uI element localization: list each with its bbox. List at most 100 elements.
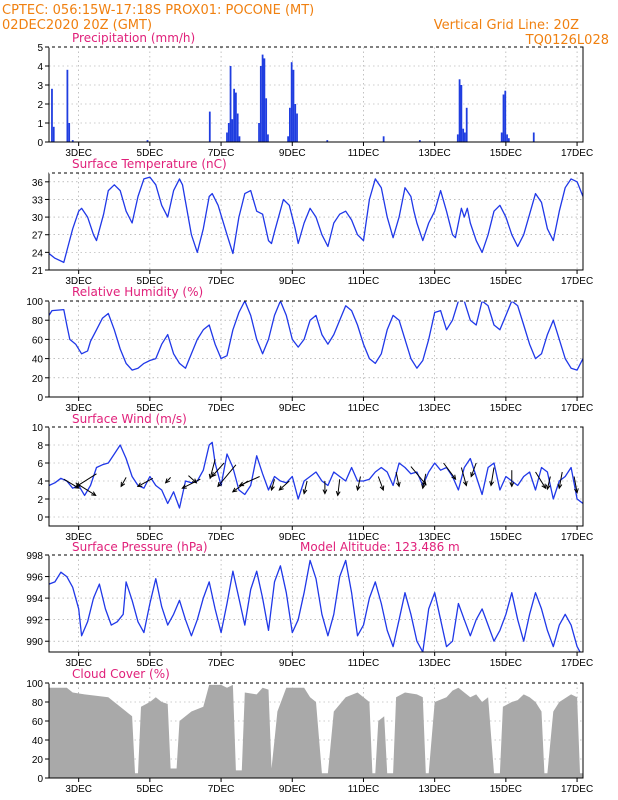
y-tick-label: 8 <box>37 441 43 452</box>
x-tick-label: 13DEC <box>419 403 451 414</box>
x-tick-label: 5DEC <box>137 276 164 287</box>
wind-arrow <box>410 466 427 486</box>
wind-arrow <box>335 479 341 497</box>
x-tick-label: 11DEC <box>348 148 380 159</box>
y-tick-label: 33 <box>32 195 44 206</box>
precip-bar <box>504 90 507 142</box>
x-tick-label: 15DEC <box>490 532 522 543</box>
wind-arrow <box>270 479 275 492</box>
precip-bar <box>294 104 297 142</box>
pressure-plot-area <box>49 559 581 652</box>
precip-bar <box>287 136 290 142</box>
precip-bar <box>456 134 459 142</box>
x-tick-label: 17DEC <box>561 532 593 543</box>
temperature-plot-area <box>49 176 583 264</box>
x-tick-label: 3DEC <box>65 784 92 795</box>
temperature-title: Surface Temperature (nC) <box>72 157 227 171</box>
y-tick-label: 0 <box>37 138 43 149</box>
x-tick-label: 15DEC <box>490 403 522 414</box>
y-tick-label: 100 <box>26 679 43 690</box>
y-tick-label: 3 <box>37 81 43 92</box>
x-tick-label: 9DEC <box>279 148 306 159</box>
precip-bar <box>235 92 237 142</box>
precip-bar <box>258 123 260 142</box>
precip-bar <box>265 98 268 142</box>
y-tick-label: 100 <box>26 297 43 308</box>
precip-bar <box>290 62 293 142</box>
precip-bar <box>208 111 211 142</box>
wind-arrow <box>535 471 547 490</box>
x-tick-label: 5DEC <box>137 532 164 543</box>
x-tick-label: 9DEC <box>279 532 306 543</box>
x-tick-label: 9DEC <box>279 276 306 287</box>
wind-arrow <box>238 476 260 487</box>
y-tick-label: 1 <box>37 119 43 130</box>
wind-arrow <box>395 471 401 488</box>
y-tick-label: 998 <box>26 551 43 562</box>
wind-arrow <box>322 481 328 495</box>
x-tick-label: 13DEC <box>419 658 451 669</box>
station-header: CPTEC: 056:15W-17:18S PROX01: POCONE (MT… <box>2 3 314 18</box>
precip-bar <box>507 138 510 142</box>
x-tick-label: 17DEC <box>561 276 593 287</box>
precip-plot-area <box>51 54 535 142</box>
x-tick-label: 9DEC <box>279 784 306 795</box>
x-tick-label: 13DEC <box>419 148 451 159</box>
precip-bar <box>261 54 264 142</box>
precip-bar <box>233 88 236 142</box>
y-tick-label: 0 <box>37 774 43 785</box>
cloud-plot-area <box>49 684 583 778</box>
wind-arrow <box>421 473 427 490</box>
wind-arrow <box>217 464 237 488</box>
precip-bar <box>229 66 232 142</box>
x-tick-label: 7DEC <box>208 658 235 669</box>
y-tick-label: 990 <box>26 637 43 648</box>
y-tick-label: 60 <box>32 335 44 346</box>
wind-frame <box>48 426 584 527</box>
x-tick-label: 15DEC <box>490 784 522 795</box>
wind-arrow <box>75 473 97 488</box>
wind-arrow <box>278 480 290 491</box>
y-tick-label: 4 <box>37 62 43 73</box>
x-tick-label: 17DEC <box>561 658 593 669</box>
precip-bar <box>462 128 465 142</box>
wind-arrow <box>302 480 308 495</box>
x-tick-label: 7DEC <box>208 403 235 414</box>
pressure-title: Surface Pressure (hPa) <box>72 540 208 554</box>
precip-bar <box>146 140 149 142</box>
precip-title: Precipitation (mm/h) <box>72 31 195 45</box>
precip-bar <box>263 58 266 142</box>
y-tick-label: 80 <box>32 698 44 709</box>
x-tick-label: 7DEC <box>208 148 235 159</box>
y-tick-label: 36 <box>32 178 44 189</box>
precip-bar <box>259 66 262 142</box>
cloud-title: Cloud Cover (%) <box>72 667 170 681</box>
x-tick-label: 7DEC <box>208 276 235 287</box>
precip-bar <box>506 134 508 142</box>
x-tick-label: 13DEC <box>419 276 451 287</box>
y-tick-label: 40 <box>32 736 44 747</box>
x-tick-label: 3DEC <box>65 276 92 287</box>
wind-arrow <box>573 476 579 494</box>
x-tick-label: 17DEC <box>561 148 593 159</box>
x-tick-label: 17DEC <box>561 784 593 795</box>
x-tick-label: 3DEC <box>65 148 92 159</box>
y-tick-label: 80 <box>32 316 44 327</box>
precip-bar <box>289 107 291 142</box>
precip-bar <box>236 113 239 142</box>
wind-plot-area <box>49 441 583 509</box>
y-tick-label: 20 <box>32 374 44 385</box>
y-tick-label: 40 <box>32 355 44 366</box>
y-tick-label: 5 <box>37 43 43 54</box>
precipitation-panel: 0 1 2 3 4 5 3DEC 5DEC 7DEC 9DEC 11DEC 13DEC 15DEC 17D… <box>37 43 593 159</box>
precip-bar <box>326 140 329 142</box>
wind-arrow <box>470 462 477 478</box>
model-altitude: Model Altitude: 123.486 m <box>300 540 460 554</box>
x-tick-label: 17DEC <box>561 403 593 414</box>
grid-note: Vertical Grid Line: 20Z <box>434 18 579 33</box>
wind-arrow <box>355 476 361 492</box>
pressure-frame <box>48 554 584 653</box>
precip-bar <box>71 140 74 142</box>
precip-bar <box>460 85 463 142</box>
x-tick-label: 7DEC <box>208 532 235 543</box>
